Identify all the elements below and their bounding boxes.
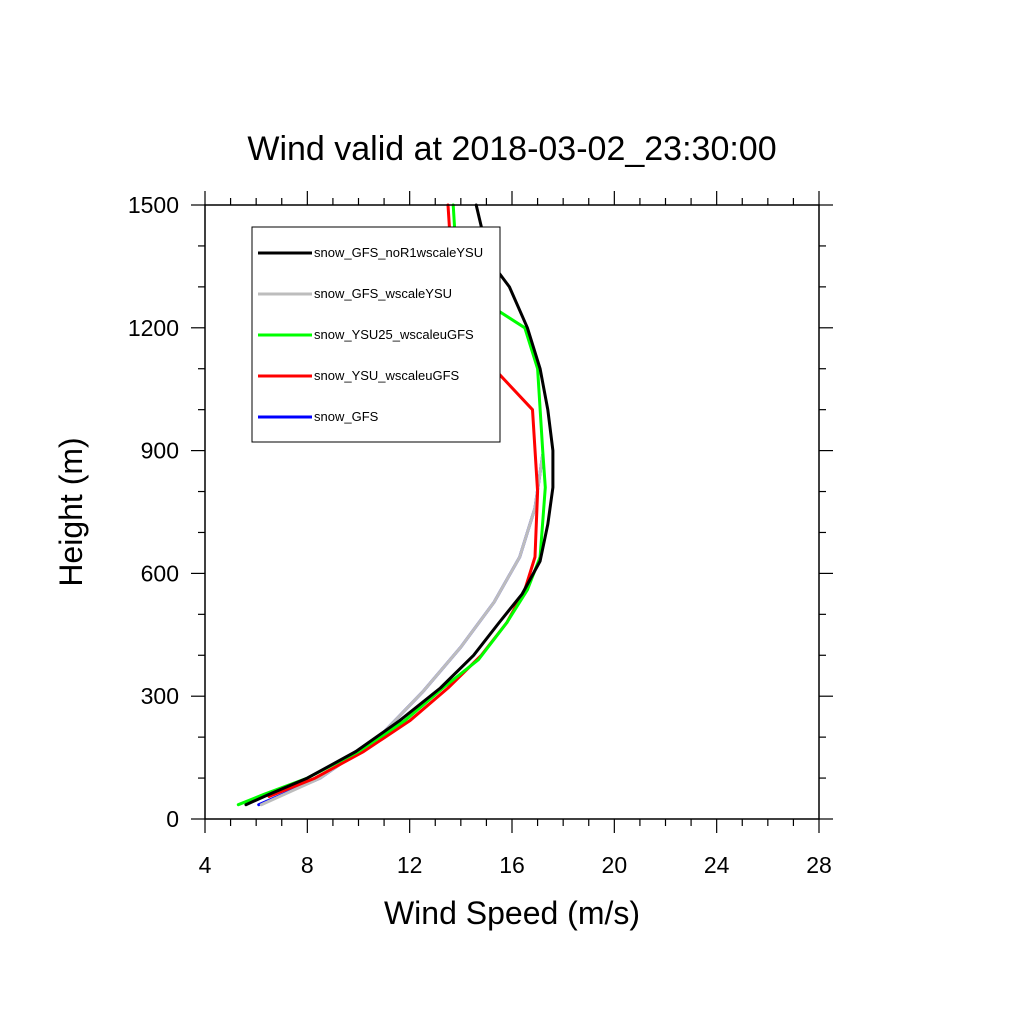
chart-title: Wind valid at 2018-03-02_23:30:00 <box>247 130 776 168</box>
legend-label-2: snow_YSU25_wscaleuGFS <box>314 327 474 342</box>
y-tick-label: 600 <box>141 560 179 586</box>
legend-label-0: snow_GFS_noR1wscaleYSU <box>314 245 483 260</box>
y-tick-label: 0 <box>166 806 179 832</box>
x-tick-label: 24 <box>704 852 730 878</box>
y-tick-label: 900 <box>141 438 179 464</box>
legend: snow_GFS_noR1wscaleYSU snow_GFS_wscaleYSU… <box>251 226 501 443</box>
x-tick-label: 8 <box>301 852 314 878</box>
x-tick-label: 28 <box>806 852 832 878</box>
x-tick-label: 16 <box>499 852 525 878</box>
legend-label-4: snow_GFS <box>314 409 379 424</box>
series-line-0 <box>244 203 555 807</box>
x-tick-label: 12 <box>397 852 423 878</box>
x-axis-label: Wind Speed (m/s) <box>384 895 640 931</box>
legend-label-3: snow_YSU_wscaleuGFS <box>314 368 460 383</box>
y-tick-label: 1200 <box>128 315 179 341</box>
ticks-layer: 4 8 12 16 20 24 28 0 300 600 900 1200 1500 <box>128 191 833 878</box>
plot-frame <box>204 204 820 820</box>
x-tick-label: 20 <box>602 852 628 878</box>
x-tick-label: 4 <box>199 852 212 878</box>
y-tick-label: 300 <box>141 683 179 709</box>
y-axis-label: Height (m) <box>53 437 89 586</box>
legend-label-1: snow_GFS_wscaleYSU <box>314 286 452 301</box>
y-tick-label: 1500 <box>128 192 179 218</box>
